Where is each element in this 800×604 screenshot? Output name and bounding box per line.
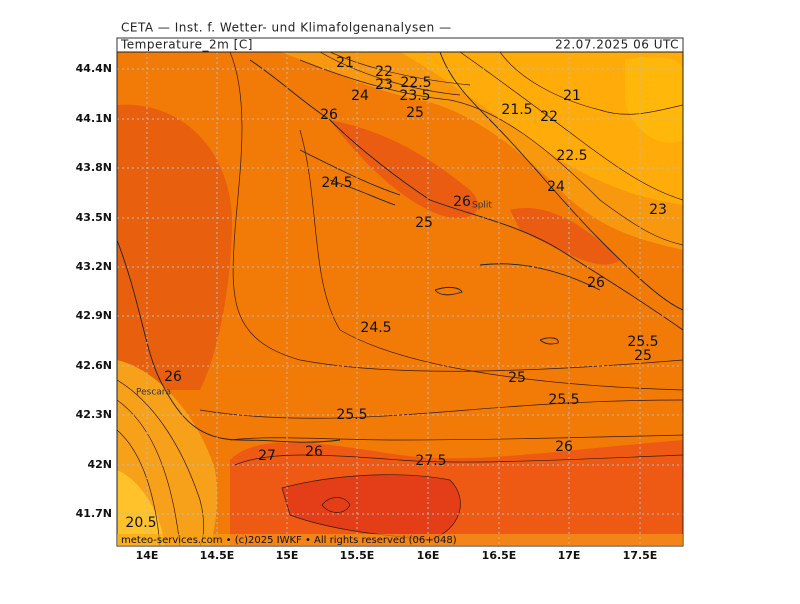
- contour-label: 23: [375, 77, 393, 93]
- lon-label: 17E: [558, 549, 581, 562]
- contour-label: 22: [375, 64, 393, 80]
- contour-label: 25: [415, 215, 433, 231]
- contour-label: 24.5: [321, 175, 352, 191]
- lon-label: 16E: [417, 549, 440, 562]
- contour-label: 21: [336, 55, 354, 71]
- lon-label: 15E: [276, 549, 299, 562]
- coastline: [117, 52, 683, 443]
- contour-label: 21: [563, 88, 581, 104]
- graticule: 44.4N 44.1N 43.8N 43.5N 43.2N 42.9N 42.6N 42.3N…: [76, 52, 683, 562]
- lon-label: 14.5E: [200, 549, 235, 562]
- contour-label: 21.5: [501, 102, 532, 118]
- contour-label: 26: [320, 107, 338, 123]
- valid-time: 22.07.2025 06 UTC: [555, 38, 679, 52]
- contour-label: 27.5: [415, 453, 446, 469]
- lon-label: 17.5E: [623, 549, 658, 562]
- contour-label: 22.5: [556, 148, 587, 164]
- lat-label: 42N: [87, 458, 112, 471]
- lat-label: 43.2N: [76, 260, 112, 273]
- contour-label: 23: [649, 202, 667, 218]
- contour-label: 26: [453, 194, 471, 210]
- lat-label: 41.7N: [76, 507, 112, 520]
- lat-label: 43.5N: [76, 211, 112, 224]
- contour-label: 27: [258, 448, 276, 464]
- warm-region: [330, 120, 479, 219]
- lon-label: 15.5E: [340, 549, 375, 562]
- lat-label: 42.9N: [76, 309, 112, 322]
- warm-region: [117, 104, 233, 390]
- contour-label: 24.5: [360, 320, 391, 336]
- place-label: Split: [472, 201, 492, 211]
- lat-label: 42.6N: [76, 359, 112, 372]
- place-label: Pescara: [136, 388, 171, 398]
- contour-label: 25: [508, 370, 526, 386]
- contour-label: 26: [555, 439, 573, 455]
- lon-label: 14E: [136, 549, 159, 562]
- lat-label: 44.1N: [76, 112, 112, 125]
- cool-region: [400, 52, 683, 205]
- contour-label: 26: [164, 369, 182, 385]
- contour-label: 25.5: [548, 392, 579, 408]
- lon-label: 16.5E: [482, 549, 517, 562]
- cool-region: [117, 470, 165, 546]
- contour-label: 22.5: [400, 75, 431, 91]
- contour-label: 25.5: [336, 407, 367, 423]
- contour-label: 24: [547, 179, 565, 195]
- field: [117, 52, 683, 546]
- contour-label: 22: [540, 109, 558, 125]
- contour-label: 25: [406, 105, 424, 121]
- contour-label: 26: [587, 275, 605, 291]
- contour-label: 24: [351, 88, 369, 104]
- warm-region: [510, 208, 620, 265]
- contour-label: 20.5: [125, 515, 156, 531]
- contour-label: 25: [634, 348, 652, 364]
- lat-label: 43.8N: [76, 161, 112, 174]
- footer: meteo-services.com • (c)2025 IWKF • All …: [121, 535, 457, 546]
- lat-label: 44.4N: [76, 62, 112, 75]
- contour-label: 23.5: [399, 88, 430, 104]
- contour-label: 25.5: [627, 334, 658, 350]
- warm-region: [282, 474, 461, 540]
- variable-label: Temperature_2m [C]: [120, 38, 253, 52]
- contours: [117, 52, 683, 546]
- contour-label: 26: [305, 444, 323, 460]
- lat-label: 42.3N: [76, 408, 112, 421]
- footer-band: [117, 534, 683, 546]
- institute-title: CETA — Inst. f. Wetter- und Klimafolgena…: [121, 21, 452, 35]
